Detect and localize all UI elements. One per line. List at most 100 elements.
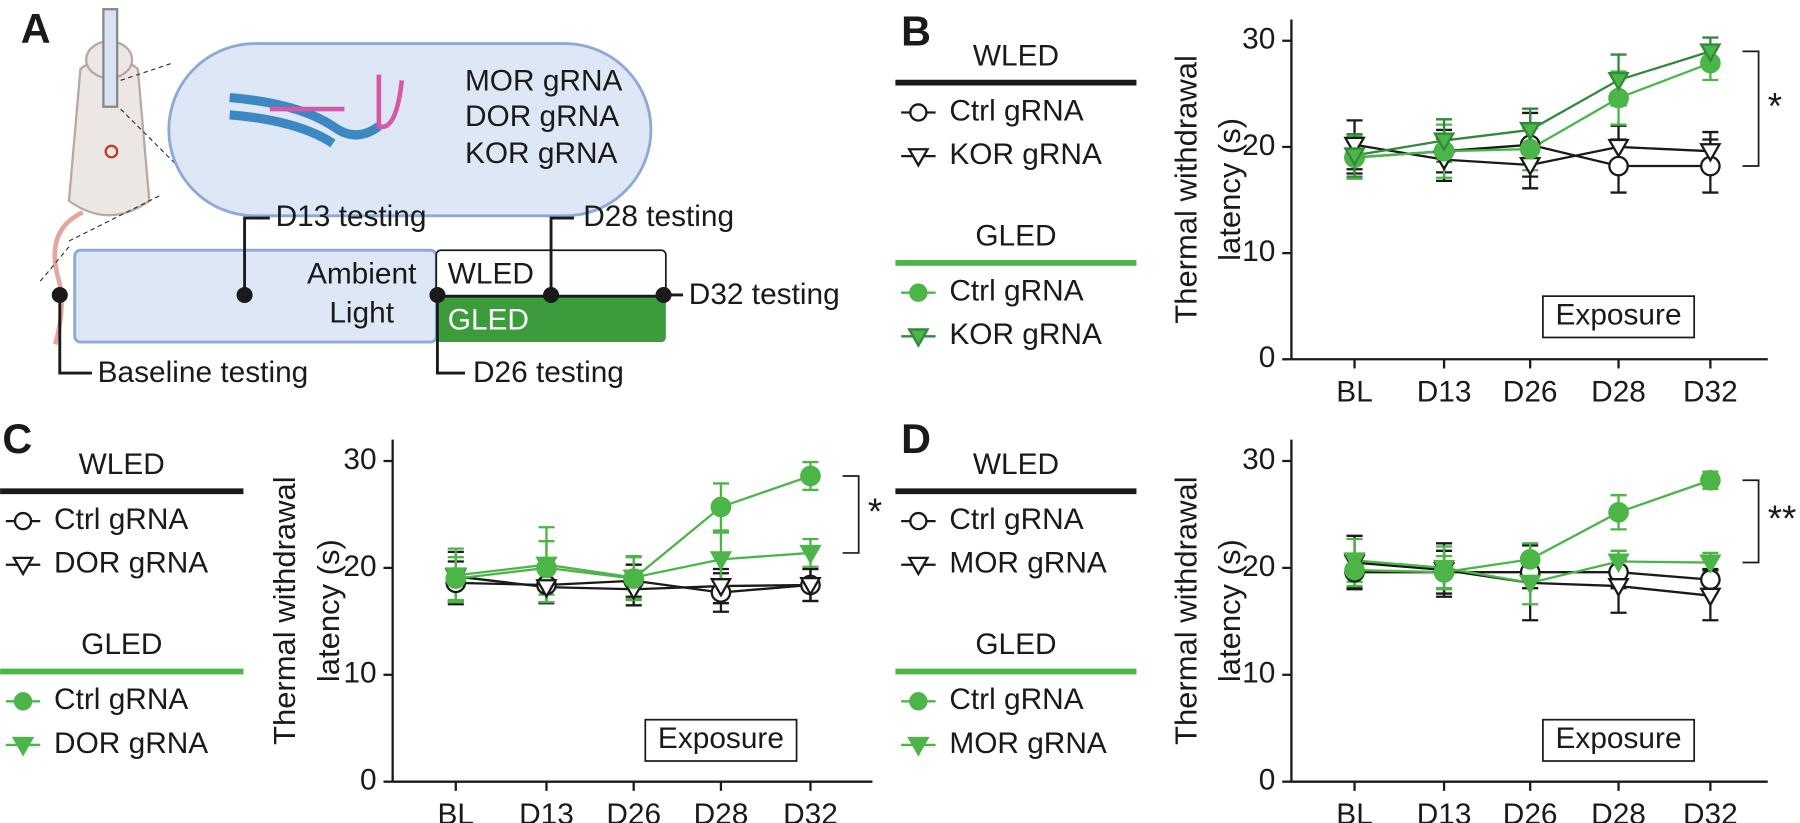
marker — [1519, 138, 1541, 160]
callout-line — [120, 108, 202, 190]
x-tick-label: D32 — [1683, 798, 1738, 823]
y-axis-label: Thermal withdrawal — [267, 476, 302, 745]
x-tick-label: D26 — [606, 798, 661, 823]
marker — [907, 148, 930, 168]
x-tick-label: D13 — [519, 798, 574, 823]
marker — [1343, 147, 1366, 167]
significance-bracket — [842, 475, 860, 554]
syringe — [102, 8, 119, 108]
marker — [1608, 87, 1629, 109]
legend-label: KOR gRNA — [949, 138, 1102, 171]
marker — [1432, 132, 1456, 153]
annotation-box — [644, 718, 798, 762]
y-axis-label: latency (s) — [1212, 539, 1247, 682]
y-tick-label: 10 — [343, 657, 376, 690]
chart: D Thermal withdrawal latency (s) 0 10 20 30 BL D… — [895, 416, 1796, 823]
panel-label: D — [901, 416, 931, 462]
legend-label: KOR gRNA — [949, 318, 1102, 351]
x-tick-label: D32 — [783, 798, 838, 823]
significance-bracket — [1742, 479, 1760, 564]
y-axis-label: Thermal withdrawal — [1168, 55, 1203, 324]
marker — [909, 511, 928, 531]
marker — [909, 692, 928, 711]
y-tick-label: 0 — [1259, 341, 1276, 374]
significance-label: * — [1768, 85, 1782, 126]
timepoint-label: D28 testing — [583, 200, 734, 233]
legend-label: Ctrl gRNA — [949, 275, 1083, 308]
legend-label: Ctrl gRNA — [949, 503, 1083, 536]
timepoint-label: D13 testing — [276, 200, 427, 233]
chart: B Thermal withdrawal latency (s) 0 10 20 30 BL D… — [895, 8, 1782, 409]
marker — [1700, 469, 1721, 491]
marker — [800, 465, 821, 487]
y-axis-label: latency (s) — [311, 539, 346, 682]
marker — [1607, 578, 1630, 598]
marker — [1608, 501, 1629, 523]
annotation: Exposure — [658, 722, 784, 755]
chart: C Thermal withdrawal latency (s) 0 10 20 30 BL D… — [0, 416, 882, 823]
marker — [1519, 549, 1541, 570]
timepoint-label: D32 testing — [689, 278, 840, 311]
marker — [1607, 138, 1630, 159]
marker — [907, 736, 930, 757]
legend-label: Ctrl gRNA — [949, 94, 1083, 127]
marker — [1519, 574, 1542, 595]
marker — [1699, 587, 1722, 608]
y-tick-label: 20 — [343, 550, 376, 583]
panel-label: C — [2, 416, 32, 462]
guide-capsule — [167, 42, 653, 218]
guide-label: MOR gRNA — [465, 65, 623, 98]
y-axis-label: latency (s) — [1212, 118, 1247, 261]
marker — [1699, 143, 1722, 163]
dna-icon — [229, 92, 382, 148]
ambient-label: Light — [329, 296, 394, 329]
y-tick-label: 30 — [343, 443, 376, 476]
significance-label: * — [868, 491, 882, 532]
annotation-box — [1542, 295, 1696, 339]
legend-group-title: GLED — [975, 219, 1056, 252]
guide-label: DOR gRNA — [465, 100, 619, 133]
marker — [1607, 553, 1630, 573]
legend-group-title: WLED — [79, 448, 165, 481]
x-tick-label: D26 — [1503, 798, 1558, 823]
y-tick-label: 0 — [360, 764, 377, 797]
annotation-box — [1542, 718, 1696, 762]
marker — [1699, 43, 1722, 63]
x-tick-label: BL — [1336, 376, 1372, 409]
x-tick-label: D28 — [694, 798, 749, 823]
marker — [1432, 559, 1456, 580]
marker — [535, 556, 558, 577]
y-tick-label: 0 — [1259, 764, 1276, 797]
legend-group-title: WLED — [973, 39, 1059, 72]
x-tick-label: BL — [438, 798, 474, 823]
marker — [909, 283, 928, 302]
legend-label: MOR gRNA — [949, 727, 1107, 760]
marker — [1699, 554, 1722, 575]
panel-a: A MOR gRNA DOR gRNA KOR gRNA Ambient Lig… — [21, 6, 840, 389]
timepoint-label: Baseline testing — [98, 356, 309, 389]
x-tick-label: D26 — [1503, 376, 1558, 409]
panel-label: B — [901, 8, 931, 54]
legend-label: Ctrl gRNA — [949, 683, 1083, 716]
x-tick-label: BL — [1336, 798, 1372, 823]
y-tick-label: 20 — [1242, 129, 1275, 162]
legend-label: DOR gRNA — [54, 547, 208, 580]
marker — [1519, 121, 1542, 142]
marker — [1343, 136, 1366, 157]
marker — [13, 692, 33, 711]
marker — [1608, 155, 1629, 177]
x-tick-label: D13 — [1417, 798, 1472, 823]
marker — [907, 328, 930, 348]
y-tick-label: 10 — [1242, 657, 1275, 690]
grna-icon — [269, 74, 405, 130]
marker — [799, 544, 822, 565]
y-axis-label: Thermal withdrawal — [1168, 476, 1203, 745]
x-tick-label: D28 — [1591, 798, 1646, 823]
injection-site — [104, 144, 119, 159]
marker — [11, 736, 35, 757]
x-tick-label: D13 — [1417, 376, 1472, 409]
marker — [907, 556, 930, 577]
marker — [11, 556, 35, 577]
